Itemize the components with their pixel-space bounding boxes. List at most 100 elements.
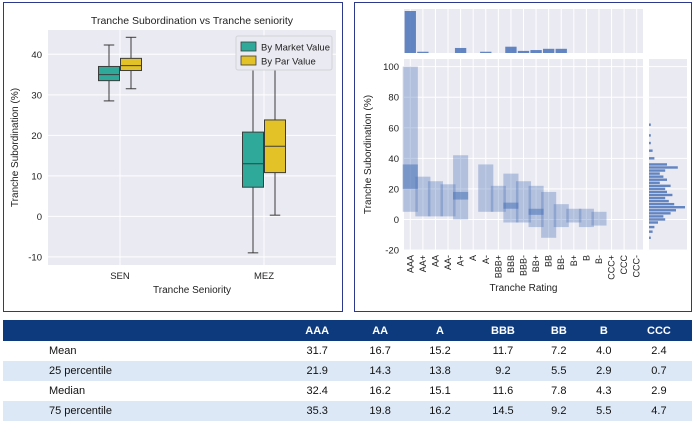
marginal-bar — [649, 202, 675, 206]
marginal-bar — [542, 48, 555, 53]
density-cell — [591, 211, 607, 226]
density-cell — [440, 184, 456, 217]
table-header-cell — [3, 320, 285, 341]
legend-label: By Market Value — [261, 43, 330, 54]
table-cell: 21.9 — [284, 361, 351, 381]
table-cell: 15.1 — [410, 381, 470, 401]
x-tick-label: BB — [544, 255, 554, 267]
table-cell: 11.7 — [469, 341, 536, 361]
marginal-bar — [649, 181, 660, 184]
marginal-bar — [649, 187, 666, 191]
table-header-cell: B — [581, 320, 626, 341]
table-row: 25 percentile 21.9 14.3 13.8 9.2 5.5 2.9… — [3, 361, 692, 381]
density-cell-dense — [528, 208, 544, 215]
table-row: 75 percentile 35.3 19.8 16.2 14.5 9.2 5.… — [3, 401, 692, 421]
table-cell: 9.2 — [535, 401, 582, 421]
marginal-bar — [417, 51, 429, 53]
y-tick-label: -20 — [385, 246, 399, 257]
x-tick-label: BB+ — [531, 255, 541, 272]
row-label: 75 percentile — [3, 401, 285, 421]
chart-title: Tranche Subordination vs Tranche seniori… — [91, 15, 294, 27]
table-cell: 32.4 — [284, 381, 351, 401]
boxplot-chart: -10 0 10 20 30 40 SEN MEZ By Market Value By Par … — [10, 15, 336, 296]
table-cell: 15.2 — [410, 341, 470, 361]
legend-swatch — [240, 55, 257, 66]
marginal-bar — [649, 123, 651, 126]
row-label: Median — [3, 381, 285, 401]
right-marginal-area — [649, 59, 687, 250]
density-cell — [515, 181, 532, 223]
density-cell — [490, 185, 506, 212]
y-tick-label: 60 — [388, 123, 399, 134]
x-tick-label: AAA — [405, 255, 415, 273]
marginal-bar — [649, 157, 655, 160]
density-cell — [503, 173, 519, 223]
x-tick-label: AA- — [443, 255, 453, 270]
table-cell: 5.5 — [535, 361, 582, 381]
y-tick-label: 40 — [31, 50, 42, 61]
table-header-cell: AAA — [284, 320, 351, 341]
box — [120, 57, 142, 72]
y-tick-label: 20 — [31, 131, 42, 142]
table-header-cell: AA — [350, 320, 411, 341]
marginal-bar — [649, 172, 660, 175]
x-tick-label: CCC+ — [607, 255, 617, 280]
table-row: Mean 31.7 16.7 15.2 11.7 7.2 4.0 2.4 — [3, 341, 692, 361]
marginal-bar — [649, 230, 653, 233]
table-cell: 31.7 — [284, 341, 351, 361]
marginal-bar — [649, 190, 667, 194]
marginal-bar — [649, 212, 671, 215]
table-cell: 2.9 — [625, 381, 692, 401]
x-tick-label: BBB+ — [493, 255, 503, 278]
x-tick-label: BBB — [506, 255, 516, 273]
x-tick-label: AA — [430, 255, 440, 267]
marginal-bar — [649, 206, 685, 209]
box-sen — [120, 36, 142, 90]
table-cell: 7.8 — [535, 381, 582, 401]
x-tick-label: B- — [594, 255, 604, 264]
heatmap-panel: -20 0 20 40 60 80 100 AAA AA+ AA AA- A+ A A- BBB+ BBB BB… — [354, 2, 692, 312]
boxplot-panel: -10 0 10 20 30 40 SEN MEZ By Market Value By Par … — [3, 2, 343, 312]
marginal-bar — [555, 48, 567, 53]
marginal-bar — [517, 50, 530, 53]
marginal-bar — [649, 236, 651, 239]
box-sen — [98, 44, 120, 102]
marginal-bar — [649, 209, 676, 212]
y-tick-label: 80 — [388, 93, 399, 104]
table-cell: 0.7 — [625, 361, 692, 381]
x-tick-label: MEZ — [254, 271, 274, 282]
x-tick-label: SEN — [110, 271, 130, 282]
marginal-bar — [649, 149, 653, 152]
table-cell: 7.2 — [535, 341, 582, 361]
density-cell — [578, 208, 594, 228]
density-cell-dense — [402, 164, 418, 189]
marginal-bar — [649, 199, 669, 203]
y-tick-label: 0 — [394, 215, 399, 226]
table-cell: 16.7 — [350, 341, 411, 361]
table-cell: 4.7 — [625, 401, 692, 421]
marginal-bar — [649, 221, 658, 224]
y-tick-label: 10 — [31, 171, 42, 182]
table-cell: 2.9 — [581, 361, 626, 381]
table-cell: 4.0 — [581, 341, 626, 361]
table-cell: 19.8 — [350, 401, 411, 421]
marginal-bar — [649, 178, 667, 181]
x-tick-label: BBB- — [519, 255, 529, 276]
table-header-row: AAA AA A BBB BB B CCC — [3, 320, 692, 341]
table-cell: 2.4 — [625, 341, 692, 361]
box — [98, 65, 120, 82]
marginal-bar — [649, 225, 655, 229]
x-axis-label: Tranche Seniority — [153, 285, 231, 296]
y-axis-label: Tranche Subordination (%) — [10, 88, 21, 207]
y-tick-label: 100 — [383, 62, 399, 73]
y-tick-label: 20 — [388, 184, 399, 195]
density-cell — [541, 191, 557, 238]
density-cell — [427, 181, 443, 217]
x-tick-label: BB- — [556, 255, 566, 270]
row-label: Mean — [3, 341, 285, 361]
marginal-bar — [649, 196, 666, 200]
y-tick-label: 0 — [37, 212, 42, 223]
y-tick-label: -10 — [28, 252, 42, 263]
marginal-bar — [649, 175, 664, 178]
